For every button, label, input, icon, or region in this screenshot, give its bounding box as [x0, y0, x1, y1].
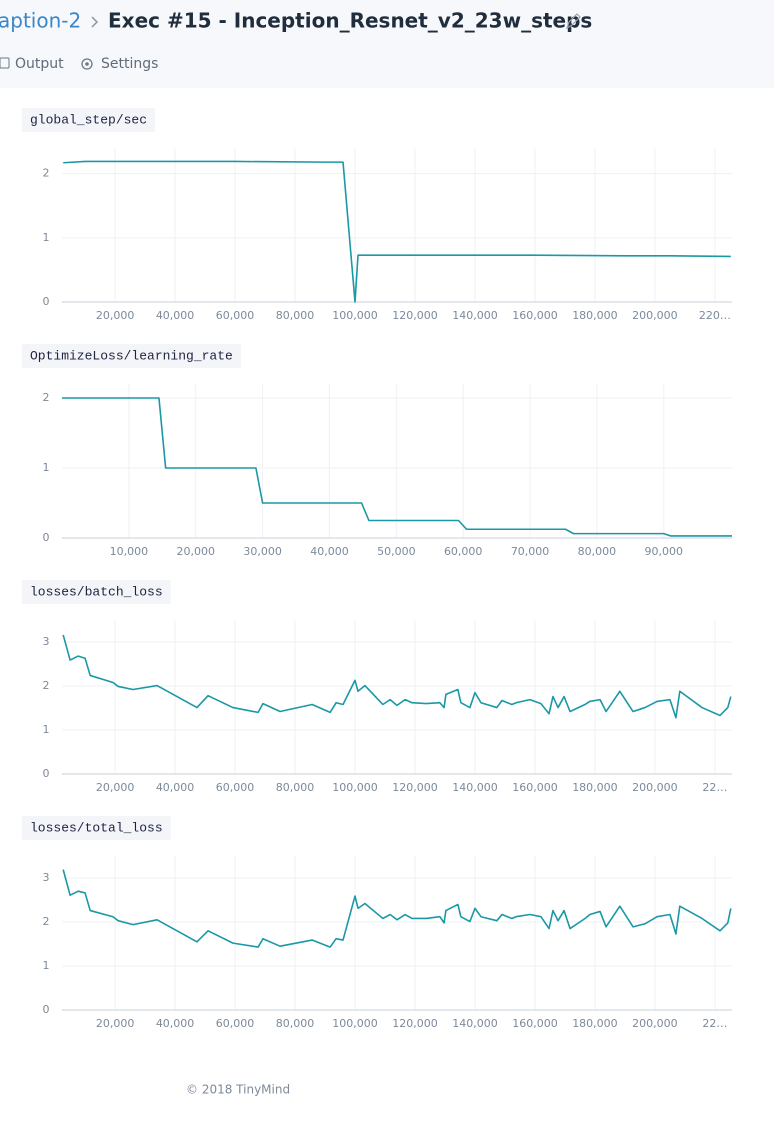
header-bg — [0, 0, 774, 88]
data-line — [62, 634, 732, 719]
output-icon — [0, 57, 10, 69]
x-tick-label: 180,000 — [572, 781, 618, 794]
x-tick-label: 200,000 — [632, 309, 678, 322]
y-tick-label: 0 — [43, 531, 50, 544]
x-tick-label: 120,000 — [392, 309, 438, 322]
chart-title-bg — [22, 344, 241, 368]
chart-title: losses/total_loss — [30, 820, 163, 835]
x-tick-label: 40,000 — [156, 781, 195, 794]
x-tick-label: 220… — [699, 309, 731, 322]
x-tick-label: 22… — [702, 1017, 727, 1030]
chart-title-bg — [22, 816, 171, 840]
chart-title: OptimizeLoss/learning_rate — [30, 348, 233, 363]
tab-output[interactable]: Output — [15, 56, 64, 72]
x-tick-label: 140,000 — [452, 1017, 498, 1030]
data-line — [62, 397, 732, 537]
y-tick-label: 0 — [43, 295, 50, 308]
y-tick-label: 2 — [43, 679, 50, 692]
x-tick-label: 140,000 — [452, 309, 498, 322]
x-tick-label: 100,000 — [332, 781, 378, 794]
data-line — [63, 160, 731, 303]
x-tick-label: 180,000 — [572, 1017, 618, 1030]
y-tick-label: 1 — [43, 231, 50, 244]
y-tick-label: 2 — [43, 915, 50, 928]
x-tick-label: 30,000 — [243, 545, 282, 558]
x-tick-label: 140,000 — [452, 781, 498, 794]
x-tick-label: 120,000 — [392, 781, 438, 794]
footer: © 2018 TinyMind — [186, 1083, 290, 1097]
x-tick-label: 160,000 — [512, 309, 558, 322]
x-tick-label: 20,000 — [96, 781, 135, 794]
y-tick-label: 1 — [43, 723, 50, 736]
y-tick-label: 1 — [43, 959, 50, 972]
chart-title-bg — [22, 108, 156, 132]
y-tick-label: 0 — [43, 1003, 50, 1016]
y-tick-label: 2 — [43, 167, 50, 180]
chart-title: global_step/sec — [30, 112, 147, 127]
y-tick-label: 3 — [43, 635, 50, 648]
x-tick-label: 20,000 — [96, 1017, 135, 1030]
x-tick-label: 100,000 — [332, 309, 378, 322]
x-tick-label: 160,000 — [512, 781, 558, 794]
y-tick-label: 2 — [43, 391, 50, 404]
settings-icon — [81, 58, 93, 70]
settings-icon-dot — [85, 62, 89, 66]
x-tick-label: 200,000 — [632, 1017, 678, 1030]
edit-icon[interactable] — [565, 13, 581, 30]
x-tick-label: 20,000 — [176, 545, 215, 558]
breadcrumb[interactable]: aption-2 — [0, 9, 81, 33]
x-tick-label: 160,000 — [512, 1017, 558, 1030]
y-tick-label: 0 — [43, 767, 50, 780]
x-tick-label: 200,000 — [632, 781, 678, 794]
x-tick-label: 50,000 — [377, 545, 416, 558]
x-tick-label: 80,000 — [276, 781, 315, 794]
x-tick-label: 40,000 — [310, 545, 349, 558]
chart-title: losses/batch_loss — [30, 584, 163, 599]
x-tick-label: 90,000 — [645, 545, 684, 558]
x-tick-label: 20,000 — [96, 309, 135, 322]
chart-title-bg — [22, 580, 171, 604]
x-tick-label: 80,000 — [276, 309, 315, 322]
x-tick-label: 60,000 — [216, 1017, 255, 1030]
data-line — [62, 869, 732, 948]
x-tick-label: 40,000 — [156, 309, 195, 322]
y-tick-label: 1 — [43, 461, 50, 474]
x-tick-label: 120,000 — [392, 1017, 438, 1030]
x-tick-label: 80,000 — [578, 545, 617, 558]
y-tick-label: 3 — [43, 871, 50, 884]
x-tick-label: 10,000 — [110, 545, 149, 558]
x-tick-label: 60,000 — [216, 781, 255, 794]
x-tick-label: 180,000 — [572, 309, 618, 322]
x-tick-label: 40,000 — [156, 1017, 195, 1030]
x-tick-label: 80,000 — [276, 1017, 315, 1030]
x-tick-label: 60,000 — [216, 309, 255, 322]
x-tick-label: 22… — [702, 781, 727, 794]
x-tick-label: 100,000 — [332, 1017, 378, 1030]
tab-settings[interactable]: Settings — [101, 56, 158, 72]
chevron-icon — [91, 16, 99, 28]
page-title: Exec #15 - Inception_Resnet_v2_23w_steps — [108, 9, 592, 33]
x-tick-label: 60,000 — [444, 545, 483, 558]
x-tick-label: 70,000 — [511, 545, 550, 558]
